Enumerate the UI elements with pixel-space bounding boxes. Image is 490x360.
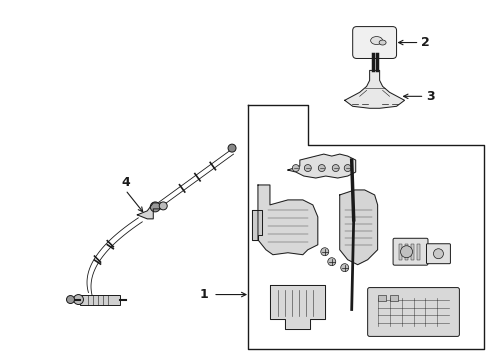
Text: 3: 3 (426, 90, 435, 103)
FancyBboxPatch shape (393, 238, 428, 265)
Text: 2: 2 (421, 36, 430, 49)
Polygon shape (252, 210, 262, 240)
Circle shape (341, 264, 349, 272)
Bar (80, 294, 121, 305)
Circle shape (434, 249, 443, 259)
FancyBboxPatch shape (353, 27, 396, 58)
Bar (411, 244, 414, 260)
Circle shape (74, 294, 83, 305)
Bar (398, 244, 401, 260)
Circle shape (328, 258, 336, 266)
Circle shape (332, 165, 339, 171)
Ellipse shape (370, 37, 383, 45)
Bar (405, 244, 408, 260)
Text: 4: 4 (121, 176, 130, 189)
FancyBboxPatch shape (368, 288, 460, 336)
Circle shape (228, 144, 236, 152)
FancyBboxPatch shape (426, 244, 450, 264)
Polygon shape (345, 71, 405, 108)
Polygon shape (270, 285, 325, 329)
Polygon shape (258, 185, 318, 255)
Polygon shape (340, 190, 378, 265)
Circle shape (400, 246, 413, 258)
Circle shape (150, 202, 160, 212)
Circle shape (159, 202, 167, 210)
Circle shape (67, 296, 74, 303)
Bar (378, 294, 386, 301)
Circle shape (304, 165, 311, 171)
Bar (416, 244, 419, 260)
Bar (390, 294, 397, 301)
Circle shape (318, 165, 325, 171)
Circle shape (321, 248, 329, 256)
Circle shape (344, 165, 351, 171)
Polygon shape (137, 203, 163, 219)
Polygon shape (288, 154, 356, 178)
Circle shape (293, 165, 299, 171)
Text: 1: 1 (199, 288, 208, 301)
Ellipse shape (379, 40, 386, 45)
